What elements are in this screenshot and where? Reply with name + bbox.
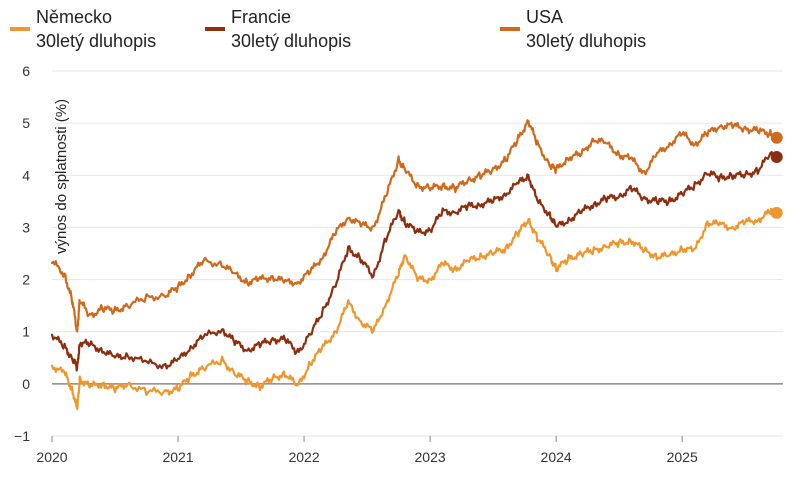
x-tick-label: 2025 xyxy=(667,449,698,465)
x-tick-label: 2020 xyxy=(36,449,67,465)
legend-label-germany-line2: 30letý dluhopis xyxy=(36,31,156,51)
y-tick-label: 1 xyxy=(22,324,30,340)
y-tick-label: 3 xyxy=(22,219,30,235)
y-tick-label: 0 xyxy=(22,376,30,392)
y-tick-label: 5 xyxy=(22,115,30,131)
legend: Německo 30letý dluhopis Francie 30letý d… xyxy=(10,7,646,51)
legend-item-france: Francie 30letý dluhopis xyxy=(205,7,351,51)
series-line-france xyxy=(50,150,778,372)
series-end-point-usa xyxy=(770,131,783,144)
y-axis-ticks: −1 0 1 2 3 4 5 6 xyxy=(14,63,30,444)
legend-label-usa-line1: USA xyxy=(526,7,563,27)
series-lines xyxy=(50,119,783,410)
x-tick-label: 2021 xyxy=(162,449,193,465)
y-axis-title: výnos do splatnosti (%) xyxy=(53,99,70,254)
legend-item-germany: Německo 30letý dluhopis xyxy=(10,7,156,51)
legend-label-usa-line2: 30letý dluhopis xyxy=(526,31,646,51)
y-tick-label: 4 xyxy=(22,167,30,183)
legend-label-france-line2: 30letý dluhopis xyxy=(231,31,351,51)
series-end-point-france xyxy=(770,151,783,164)
y-tick-label: 2 xyxy=(22,272,30,288)
series-end-point-germany xyxy=(770,206,783,219)
legend-item-usa: USA 30letý dluhopis xyxy=(500,7,646,51)
x-tick-label: 2023 xyxy=(415,449,446,465)
x-tick-label: 2024 xyxy=(541,449,572,465)
y-tick-label: −1 xyxy=(14,428,30,444)
x-axis-ticks: 2020 2021 2022 2023 2024 2025 xyxy=(36,436,698,465)
legend-label-germany-line1: Německo xyxy=(36,7,112,27)
legend-label-france-line1: Francie xyxy=(231,7,291,27)
series-line-germany xyxy=(50,207,778,410)
grid xyxy=(52,70,783,437)
series-line-usa xyxy=(50,119,778,333)
x-tick-label: 2022 xyxy=(288,449,319,465)
y-tick-label: 6 xyxy=(22,63,30,79)
